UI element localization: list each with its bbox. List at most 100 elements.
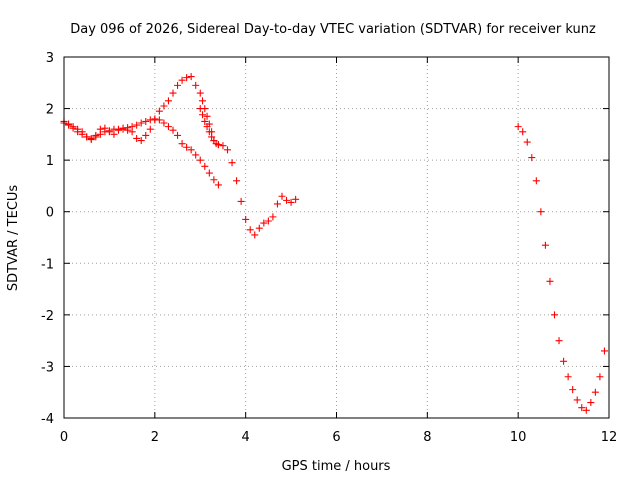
data-point bbox=[569, 386, 577, 394]
data-point bbox=[146, 125, 154, 133]
x-tick-label: 0 bbox=[60, 430, 68, 445]
data-point bbox=[160, 119, 168, 127]
data-point bbox=[237, 197, 245, 205]
data-point bbox=[92, 131, 100, 139]
y-tick-label: -3 bbox=[41, 360, 54, 375]
x-tick-label: 10 bbox=[510, 430, 527, 445]
data-point bbox=[183, 74, 191, 82]
data-point bbox=[174, 81, 182, 89]
data-point bbox=[208, 133, 216, 141]
data-point bbox=[203, 112, 211, 120]
data-point bbox=[541, 241, 549, 249]
data-point bbox=[224, 146, 231, 154]
data-point bbox=[142, 131, 150, 139]
data-point bbox=[519, 128, 527, 136]
data-point bbox=[133, 134, 141, 142]
data-point bbox=[587, 399, 595, 407]
data-point bbox=[192, 81, 200, 89]
data-point bbox=[137, 119, 145, 127]
y-tick-label: 2 bbox=[46, 103, 54, 118]
y-tick-label: 3 bbox=[46, 51, 54, 66]
data-point bbox=[155, 107, 163, 115]
data-point bbox=[233, 177, 241, 185]
x-tick-label: 6 bbox=[332, 430, 340, 445]
data-point bbox=[514, 123, 522, 131]
data-point bbox=[278, 192, 286, 200]
data-point bbox=[119, 125, 127, 133]
data-point bbox=[196, 89, 204, 97]
data-point bbox=[201, 117, 209, 125]
data-point bbox=[532, 177, 540, 185]
data-point bbox=[196, 105, 204, 113]
data-point bbox=[101, 124, 109, 132]
data-point bbox=[523, 138, 531, 146]
data-point bbox=[169, 89, 177, 97]
data-point bbox=[160, 102, 168, 110]
data-point bbox=[151, 116, 159, 124]
data-point bbox=[292, 195, 300, 203]
data-point bbox=[560, 357, 568, 365]
data-point bbox=[546, 277, 554, 285]
data-point bbox=[528, 154, 536, 162]
data-point bbox=[196, 156, 204, 164]
x-tick-label: 2 bbox=[151, 430, 159, 445]
data-point bbox=[133, 121, 141, 129]
data-point bbox=[551, 311, 558, 319]
data-point bbox=[187, 73, 195, 81]
data-point bbox=[69, 123, 77, 131]
data-point bbox=[246, 226, 254, 234]
y-tick-label: -4 bbox=[41, 412, 54, 427]
y-tick-label: -1 bbox=[41, 257, 54, 272]
data-point bbox=[201, 162, 209, 170]
data-point bbox=[205, 169, 213, 177]
data-point bbox=[65, 121, 73, 129]
data-point bbox=[596, 373, 604, 381]
data-point bbox=[214, 141, 222, 149]
x-tick-label: 12 bbox=[601, 430, 618, 445]
data-point bbox=[283, 196, 291, 204]
data-point bbox=[87, 136, 95, 144]
data-point bbox=[242, 215, 250, 223]
data-point bbox=[96, 125, 104, 133]
data-point bbox=[178, 76, 186, 84]
data-point bbox=[199, 97, 207, 105]
data-point bbox=[169, 126, 177, 134]
plot-frame bbox=[63, 56, 610, 419]
data-point bbox=[573, 396, 581, 404]
data-point bbox=[192, 151, 200, 159]
data-point bbox=[287, 198, 295, 206]
data-point bbox=[83, 133, 91, 141]
data-point bbox=[199, 111, 207, 119]
x-tick-label: 8 bbox=[423, 430, 431, 445]
data-point bbox=[264, 217, 272, 225]
data-point bbox=[582, 406, 590, 414]
data-point bbox=[164, 123, 172, 131]
data-point bbox=[110, 130, 118, 138]
grid-lines bbox=[64, 57, 609, 418]
data-point bbox=[183, 143, 191, 151]
data-point bbox=[174, 131, 182, 139]
data-point bbox=[273, 200, 281, 208]
data-point bbox=[128, 128, 136, 136]
data-point bbox=[115, 126, 122, 134]
data-point bbox=[269, 213, 277, 221]
data-point bbox=[105, 128, 113, 136]
data-points bbox=[60, 73, 608, 414]
data-point bbox=[74, 125, 82, 133]
data-point bbox=[137, 137, 145, 145]
data-point bbox=[187, 146, 195, 154]
data-point bbox=[203, 123, 211, 131]
data-point bbox=[600, 347, 608, 355]
data-point bbox=[255, 224, 263, 232]
x-axis-label: GPS time / hours bbox=[282, 459, 391, 474]
data-point bbox=[210, 176, 218, 184]
data-point bbox=[555, 337, 563, 345]
data-point bbox=[124, 126, 132, 134]
data-point bbox=[178, 140, 186, 148]
data-point bbox=[591, 388, 599, 396]
x-tick-label: 4 bbox=[242, 430, 250, 445]
data-point bbox=[260, 219, 268, 227]
y-tick-label: 0 bbox=[46, 206, 54, 221]
